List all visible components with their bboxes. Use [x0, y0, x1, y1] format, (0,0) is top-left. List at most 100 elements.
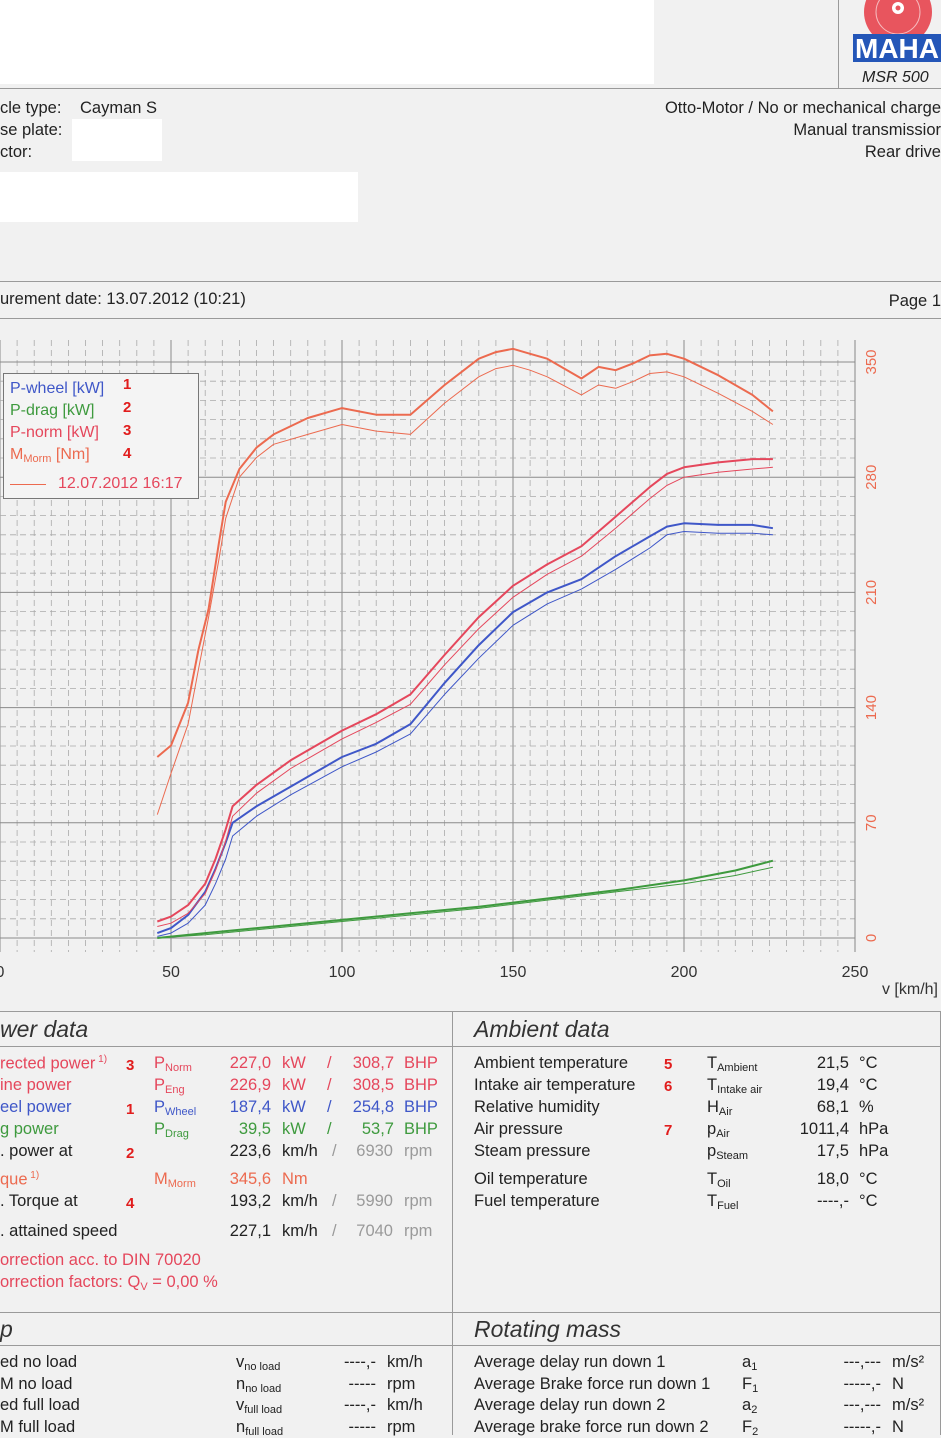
power-row-separator: /: [327, 1054, 332, 1072]
loss-row-symbol: vno load: [236, 1353, 280, 1373]
torque-at-rpm-unit: rpm: [404, 1192, 433, 1210]
rotating-mass-title: Rotating mass: [474, 1316, 622, 1342]
symbol-sub: 1: [751, 1361, 758, 1373]
loss-row-value: ----,-: [343, 1353, 376, 1371]
power-row-label: rected power 1): [0, 1054, 108, 1073]
footnote-mark: 1): [95, 1054, 108, 1065]
max-speed-rpm-unit: rpm: [404, 1222, 433, 1240]
symbol-sub: Wheel: [165, 1106, 197, 1118]
rotating-row-symbol: a2: [742, 1396, 757, 1416]
marker-number: 1: [126, 1101, 135, 1118]
power-row-separator: /: [332, 1142, 337, 1160]
legend-item: MMorm [Nm]: [10, 446, 90, 465]
power-row-value-bhp: 53,7: [361, 1120, 394, 1138]
symbol-sub: 2: [752, 1425, 759, 1438]
max-speed-separator: /: [332, 1222, 337, 1240]
y-tick-label: 280: [863, 465, 880, 490]
power-row-symbol: PEng: [154, 1076, 185, 1096]
max-speed-rpm: 7040: [356, 1222, 393, 1240]
symbol-sub: no load: [245, 1382, 282, 1395]
header-rule: [0, 88, 941, 89]
rotating-row-unit: m/s²: [892, 1353, 925, 1371]
ambient-row-symbol: pSteam: [707, 1142, 748, 1162]
correction-factor-prefix: orrection factors: Q: [0, 1273, 141, 1291]
series-line: [156, 458, 773, 923]
drive-type: Rear drive: [864, 143, 941, 161]
legend-marker-number: 3: [123, 422, 132, 439]
loss-row-unit: km/h: [387, 1396, 423, 1414]
power-row-unit: km/h: [282, 1142, 318, 1160]
marker-number: 5: [664, 1056, 673, 1073]
marker-number: 7: [664, 1122, 673, 1139]
maha-logo: MAHA MSR 500: [848, 0, 941, 90]
vehicle-type-label: cle type:: [0, 99, 62, 117]
rotating-row-unit: N: [892, 1417, 904, 1436]
symbol-main: F: [742, 1374, 753, 1393]
symbol-main: M: [154, 1170, 168, 1188]
data-top-rule: [0, 1011, 941, 1012]
x-tick-label: 0: [0, 964, 5, 981]
power-row-label: eel power: [0, 1098, 72, 1116]
inspector-label: ctor:: [0, 143, 33, 161]
brand-text: MAHA: [855, 33, 939, 64]
legend-item-label: M: [10, 446, 24, 463]
power-row-value-bhp: 308,5: [352, 1076, 394, 1094]
symbol-main: n: [236, 1374, 246, 1393]
rotating-row-unit: m/s²: [892, 1396, 925, 1414]
ambient-row-value: 1011,4: [799, 1120, 849, 1138]
rotating-row-label: Average Brake force run down 1: [474, 1374, 711, 1393]
symbol-main: p: [707, 1142, 717, 1160]
ambient-row-unit: °C: [859, 1076, 878, 1094]
power-row-unit-bhp: BHP: [404, 1098, 438, 1116]
symbol-main: v: [236, 1353, 245, 1371]
rotating-row-symbol: F1: [742, 1375, 758, 1395]
power-row-label: ine power: [0, 1076, 72, 1094]
lower-title-rule: [0, 1345, 941, 1346]
power-row-unit: kW: [282, 1076, 306, 1094]
power-row-unit: kW: [282, 1098, 306, 1116]
symbol-main: a: [742, 1353, 752, 1371]
rotating-row-symbol: F2: [742, 1418, 758, 1438]
header-divider: [838, 0, 839, 88]
power-row-value: 187,4: [229, 1098, 271, 1116]
series-line: [157, 859, 774, 939]
rotating-row-label: Average delay run down 1: [474, 1353, 666, 1371]
ambient-row-unit: °C: [859, 1054, 878, 1072]
series-line: [157, 866, 774, 939]
max-speed-unit: km/h: [282, 1222, 318, 1240]
loss-row-label: ed full load: [0, 1396, 80, 1414]
ambient-row-value: 17,5: [816, 1142, 849, 1160]
ambient-row-symbol: TIntake air: [707, 1076, 762, 1096]
power-row-unit-bhp: BHP: [404, 1076, 438, 1094]
torque-at-unit: km/h: [282, 1192, 318, 1210]
lower-section-rule: [0, 1312, 941, 1313]
power-row-unit: kW: [282, 1054, 306, 1072]
power-title-rule: [0, 1046, 452, 1047]
loss-row-label: M full load: [0, 1417, 76, 1436]
torque-value: 345,6: [229, 1170, 271, 1188]
x-tick-label: 150: [500, 964, 527, 981]
symbol-sub: Eng: [165, 1084, 185, 1096]
symbol-main: H: [707, 1098, 719, 1116]
ambient-row-value: 68,1: [816, 1098, 849, 1116]
page-number: Page 1: [888, 292, 941, 310]
x-tick-label: 200: [671, 964, 698, 981]
power-row-separator: /: [327, 1076, 332, 1094]
symbol-sub: Steam: [716, 1150, 748, 1162]
torque-label: que 1): [0, 1170, 40, 1189]
ambient-row-unit: °C: [859, 1192, 878, 1210]
torque-unit: Nm: [282, 1170, 308, 1188]
ambient-row-label: Relative humidity: [474, 1098, 600, 1116]
ambient-row-value: 18,0: [816, 1170, 849, 1188]
x-tick-label: 50: [162, 964, 180, 981]
power-data-title: wer data: [0, 1016, 89, 1042]
ambient-row-unit: hPa: [859, 1120, 889, 1138]
rotating-row-symbol: a1: [742, 1353, 757, 1373]
transmission-type: Manual transmissior: [793, 121, 941, 139]
ambient-row-unit: hPa: [859, 1142, 889, 1160]
x-tick-label: 100: [329, 964, 356, 981]
symbol-main: T: [707, 1170, 718, 1188]
rotating-row-value: -----,-: [843, 1417, 881, 1436]
power-row-value-bhp: 254,8: [352, 1098, 394, 1116]
y-tick-label: 0: [863, 934, 880, 942]
